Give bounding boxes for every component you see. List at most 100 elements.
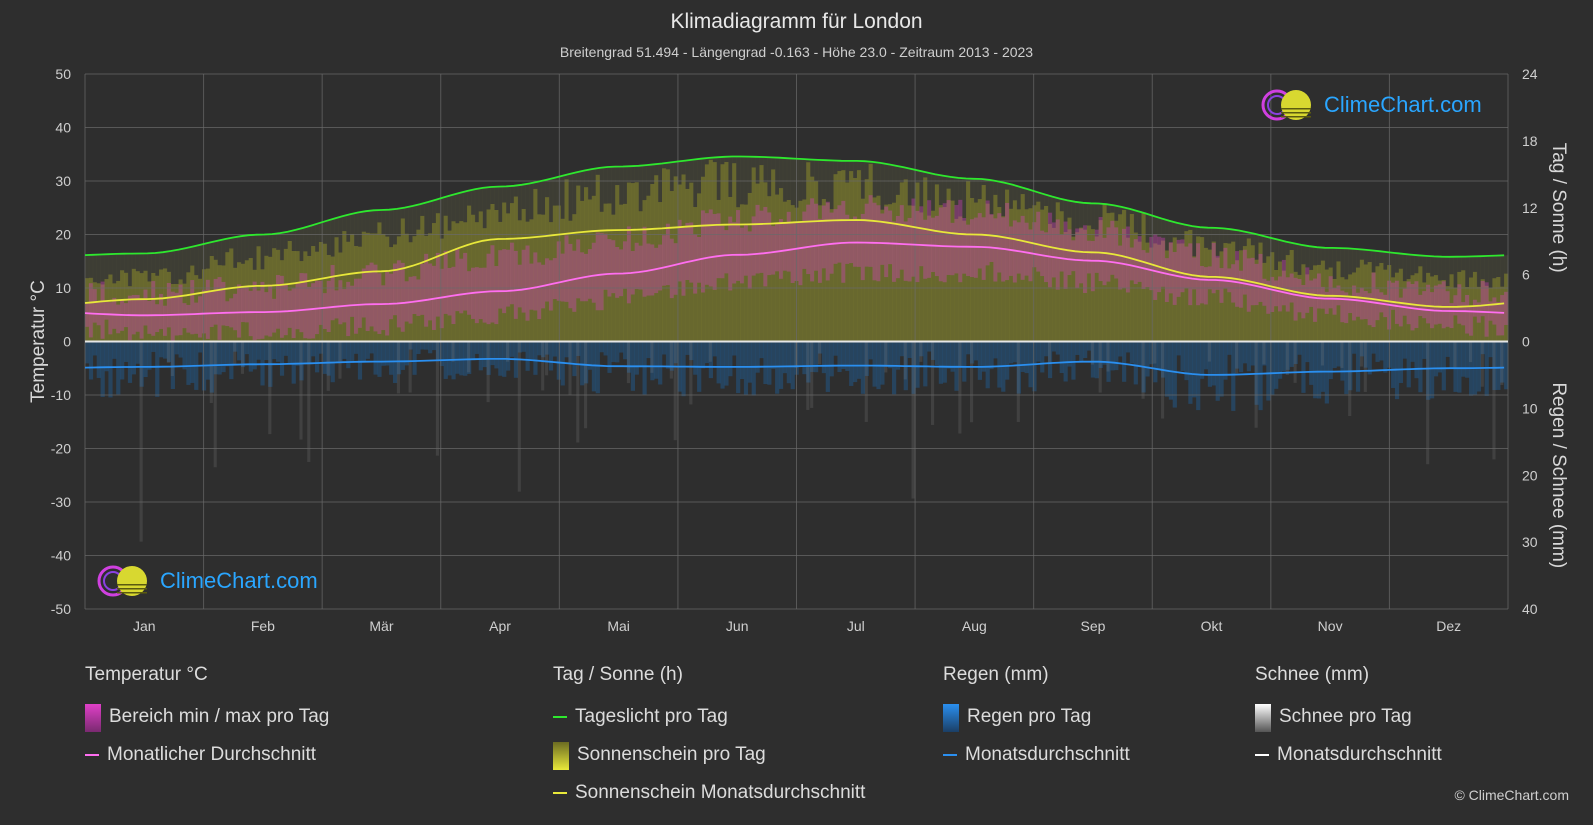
rain-day-bar	[603, 341, 608, 356]
rain-day-bar	[884, 341, 889, 366]
sunshine-day-bar	[1203, 247, 1209, 342]
y-tick-label-temperature: 20	[55, 227, 71, 243]
snow-day-bar	[1235, 341, 1239, 374]
sunshine-day-bar	[704, 164, 710, 342]
rain-day-bar	[537, 341, 542, 356]
sunshine-day-bar	[1207, 249, 1213, 342]
temp-range-day-bar	[716, 213, 721, 279]
sunshine-day-bar	[318, 241, 324, 342]
temp-range-day-bar	[1083, 225, 1088, 293]
x-tick-label: Jan	[133, 618, 156, 634]
rain-day-bar	[1414, 341, 1419, 379]
rain-day-bar	[420, 341, 425, 350]
rain-day-bar	[545, 341, 550, 355]
rain-day-bar	[1391, 341, 1396, 388]
temp-range-day-bar	[1441, 281, 1446, 329]
rain-day-bar	[361, 341, 367, 363]
sunshine-day-bar	[1012, 200, 1018, 342]
sunshine-day-bar	[1196, 236, 1201, 342]
temp-range-day-bar	[1254, 263, 1259, 306]
temp-range-day-bar	[1324, 291, 1329, 314]
sunshine-day-bar	[521, 208, 526, 342]
temp-range-day-bar	[322, 293, 328, 329]
rain-day-bar	[1348, 341, 1353, 391]
rain-day-bar	[455, 341, 460, 374]
sunshine-day-bar	[548, 222, 554, 342]
temp-range-day-bar	[669, 238, 674, 299]
rain-day-bar	[1059, 341, 1064, 374]
rain-day-bar	[1355, 341, 1361, 392]
temp-range-day-bar	[1484, 282, 1489, 337]
sunshine-day-bar	[252, 269, 257, 342]
sunshine-day-bar	[256, 246, 261, 342]
sunshine-day-bar	[1414, 273, 1419, 342]
temp-range-day-bar	[868, 195, 873, 267]
sunshine-day-bar	[1277, 261, 1283, 342]
temp-range-day-bar	[1301, 285, 1306, 319]
y-tick-label-temperature: -40	[51, 548, 71, 564]
temp-range-day-bar	[509, 242, 515, 305]
climate-chart: 50 40 30 20 10 0 -10 -20 -30 -40 -50 24 18 12 6 0 10 20 30…	[28, 66, 1569, 634]
snow-day-bar	[626, 341, 631, 384]
snow-day-bar	[1016, 341, 1020, 422]
rain-day-bar	[431, 341, 437, 351]
legend-item-snow-avg: Monatsdurchschnitt	[1255, 744, 1442, 782]
temp-range-day-bar	[1040, 230, 1045, 277]
sunshine-day-bar	[923, 177, 928, 342]
legend-label: Sonnenschein Monatsdurchschnitt	[575, 782, 866, 803]
sunshine-day-bar	[946, 188, 951, 342]
sunshine-day-bar	[299, 261, 304, 342]
y-tick-label-temperature: -20	[51, 441, 71, 457]
sunshine-day-bar	[155, 275, 160, 342]
snow-day-bar	[576, 341, 580, 443]
sunshine-day-bar	[572, 214, 577, 342]
rain-day-bar	[400, 341, 405, 370]
rain-day-bar	[295, 341, 300, 366]
rain-day-bar	[802, 341, 807, 375]
rain-day-bar	[190, 341, 195, 383]
rain-day-bar	[1316, 341, 1322, 399]
temp-range-day-bar	[240, 285, 246, 323]
rain-day-bar	[396, 341, 402, 375]
rain-day-bar	[915, 341, 920, 388]
temp-range-day-bar	[170, 291, 175, 342]
sunshine-day-bar	[1044, 205, 1049, 342]
rain-day-bar	[1320, 341, 1326, 392]
sunshine-day-bar	[907, 205, 912, 342]
sunshine-day-bar	[790, 205, 795, 342]
sunshine-day-bar	[151, 272, 156, 342]
temp-range-day-bar	[954, 204, 959, 274]
rain-day-bar	[1207, 341, 1213, 387]
rain-day-bar	[533, 341, 538, 375]
rain-day-bar	[424, 341, 429, 350]
temp-range-day-bar	[560, 253, 565, 302]
sunshine-day-bar	[186, 272, 191, 342]
temp-range-day-bar	[677, 219, 682, 282]
temp-range-day-bar	[357, 278, 363, 328]
rain-day-bar	[591, 341, 597, 392]
temp-range-day-bar	[1363, 291, 1368, 320]
rain-day-bar	[1153, 341, 1158, 383]
temp-range-day-bar	[205, 279, 211, 339]
sunshine-day-bar	[209, 256, 214, 342]
rain-day-bar	[1266, 341, 1271, 401]
rain-day-bar	[837, 341, 842, 373]
temp-range-day-bar	[942, 203, 947, 283]
temp-range-day-bar	[1305, 267, 1310, 313]
temp-range-day-bar	[552, 258, 558, 300]
snow-day-bar	[1106, 341, 1110, 372]
sunshine-day-bar	[942, 207, 947, 342]
sunshine-day-bar	[1219, 251, 1224, 342]
rain-day-bar	[416, 341, 421, 354]
sunshine-day-bar	[962, 220, 967, 342]
brand-logo-bottom[interactable]: ClimeChart.com	[96, 564, 318, 598]
rain-day-bar	[775, 341, 780, 394]
brand-logo-top[interactable]: ClimeChart.com	[1260, 88, 1482, 122]
rain-day-bar	[950, 341, 955, 372]
temp-range-day-bar	[365, 265, 370, 332]
temp-range-day-bar	[404, 281, 409, 322]
sunshine-day-bar	[1391, 277, 1396, 342]
sunshine-day-bar	[1430, 276, 1435, 342]
rain-day-bar	[85, 341, 90, 364]
temp-range-day-bar	[1488, 301, 1493, 321]
